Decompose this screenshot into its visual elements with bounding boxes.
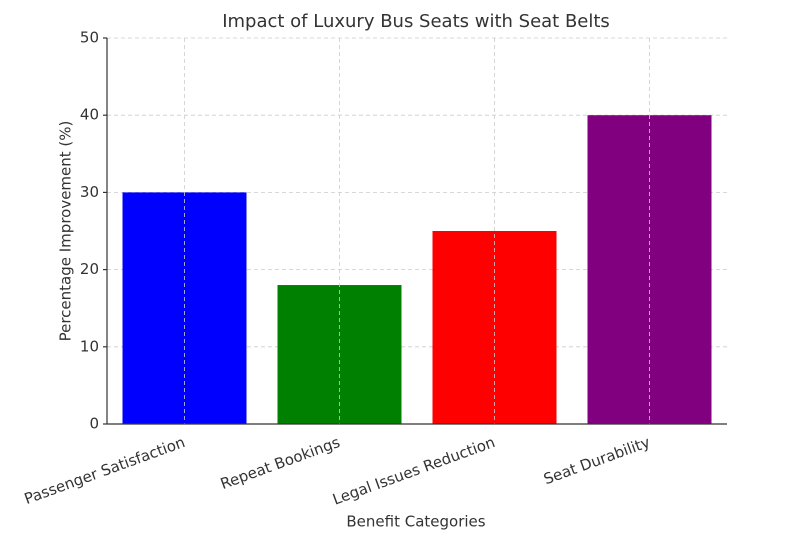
x-axis-label: Benefit Categories: [346, 513, 485, 531]
y-tick-label: 50: [80, 29, 99, 47]
x-tick-label: Seat Durability: [541, 433, 652, 488]
y-tick-label: 40: [80, 106, 99, 124]
x-tick-label: Legal Issues Reduction: [330, 433, 497, 509]
x-tick-label: Repeat Bookings: [218, 433, 343, 493]
chart-title: Impact of Luxury Bus Seats with Seat Bel…: [222, 11, 610, 32]
y-tick-label: 20: [80, 260, 99, 278]
y-axis-label: Percentage Improvement (%): [57, 121, 75, 342]
y-tick-label: 10: [80, 337, 99, 355]
y-tick-label: 30: [80, 183, 99, 201]
x-tick-label: Passenger Satisfaction: [22, 433, 188, 508]
y-tick-label: 0: [89, 415, 99, 433]
